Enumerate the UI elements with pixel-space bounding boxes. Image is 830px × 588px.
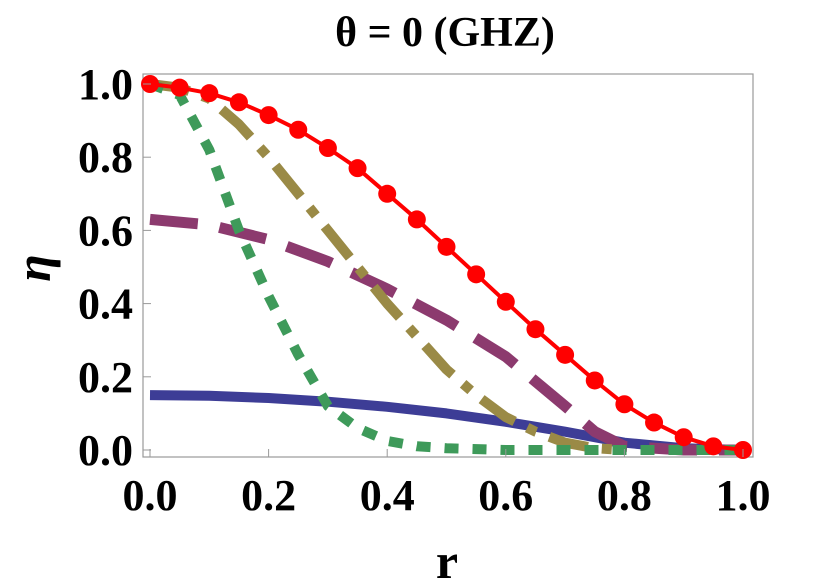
y-tick-label: 0.8	[78, 133, 133, 182]
series-layer	[141, 75, 752, 459]
series-marker	[556, 345, 575, 364]
x-tick-label: 0.6	[478, 471, 533, 520]
y-axis-label: η	[5, 254, 61, 281]
y-tick-label: 0.6	[78, 206, 133, 255]
y-tick-label: 0.0	[78, 426, 133, 475]
series-marker	[289, 120, 308, 139]
series-marker	[437, 237, 456, 256]
x-axis-ticks: 0.0 0.2 0.4 0.6 0.8 1.0	[123, 449, 771, 520]
series-line-1	[149, 390, 744, 455]
y-axis-ticks: 0.0 0.2 0.4 0.6 0.8 1.0	[78, 60, 151, 475]
series-line-4	[148, 79, 743, 455]
series-line-3	[149, 79, 625, 455]
x-tick-label: 0.8	[597, 471, 652, 520]
y-tick-label: 0.4	[78, 280, 133, 329]
series-marker	[407, 210, 426, 229]
series-marker	[200, 84, 219, 103]
chart-title: θ = 0 (GHZ)	[335, 10, 555, 56]
x-tick-label: 0.0	[123, 471, 178, 520]
plot-frame	[142, 73, 754, 458]
x-tick-label: 0.4	[360, 471, 415, 520]
series-marker	[170, 78, 189, 97]
series-marker	[585, 371, 604, 390]
series-marker	[229, 93, 248, 112]
series-marker	[674, 428, 693, 447]
series-marker	[645, 413, 664, 432]
series-marker	[259, 106, 278, 125]
series-marker	[318, 139, 337, 158]
series-marker	[704, 437, 723, 456]
y-tick-label: 0.2	[78, 353, 133, 402]
series-marker	[526, 320, 545, 339]
x-tick-label: 1.0	[716, 471, 771, 520]
x-axis-label: r	[436, 533, 458, 588]
series-marker	[467, 265, 486, 284]
series-marker	[348, 159, 367, 178]
series-marker	[615, 395, 634, 414]
x-tick-label: 0.2	[241, 471, 296, 520]
series-marker	[496, 292, 515, 311]
series-marker	[378, 184, 397, 203]
series-line-2	[149, 213, 743, 456]
y-tick-label: 1.0	[78, 60, 133, 109]
